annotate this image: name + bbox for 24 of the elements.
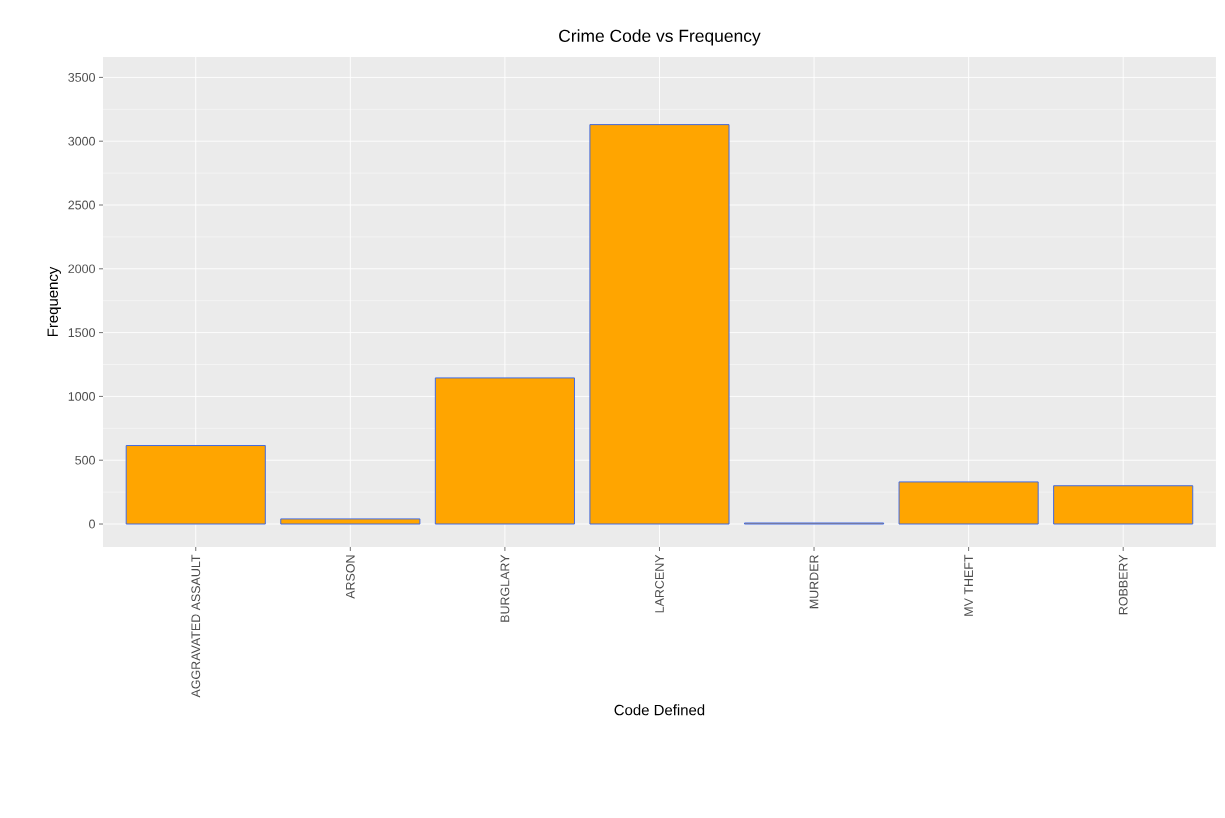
y-tick-label: 0 bbox=[89, 519, 95, 529]
x-tick-label: MV THEFT bbox=[964, 554, 973, 616]
bar bbox=[589, 124, 730, 525]
y-tick-label: 3500 bbox=[68, 73, 95, 82]
bar bbox=[280, 518, 421, 525]
y-axis-title: Frequency bbox=[47, 266, 61, 337]
bar bbox=[1053, 485, 1194, 525]
chart-title: Crime Code vs Frequency bbox=[559, 29, 761, 46]
x-tick-label: AGGRAVATED ASSAULT bbox=[191, 554, 201, 698]
x-tick-label: MURDER bbox=[809, 555, 819, 609]
x-tick-label: BURGLARY bbox=[500, 554, 510, 622]
x-axis-title: Code Defined bbox=[614, 704, 705, 716]
bar bbox=[125, 445, 266, 525]
bar bbox=[434, 377, 575, 525]
y-tick-label: 3000 bbox=[68, 136, 95, 146]
x-tick-label: ARSON bbox=[345, 555, 355, 599]
bar bbox=[898, 481, 1039, 525]
x-tick-label: ROBBERY bbox=[1118, 554, 1128, 615]
y-tick-label: 1500 bbox=[68, 328, 95, 338]
x-tick-label: LARCENY bbox=[655, 554, 664, 613]
y-tick-label: 1000 bbox=[68, 392, 95, 401]
y-tick-label: 500 bbox=[75, 455, 95, 465]
y-tick-label: 2500 bbox=[68, 200, 95, 210]
y-tick-label: 2000 bbox=[68, 264, 95, 274]
